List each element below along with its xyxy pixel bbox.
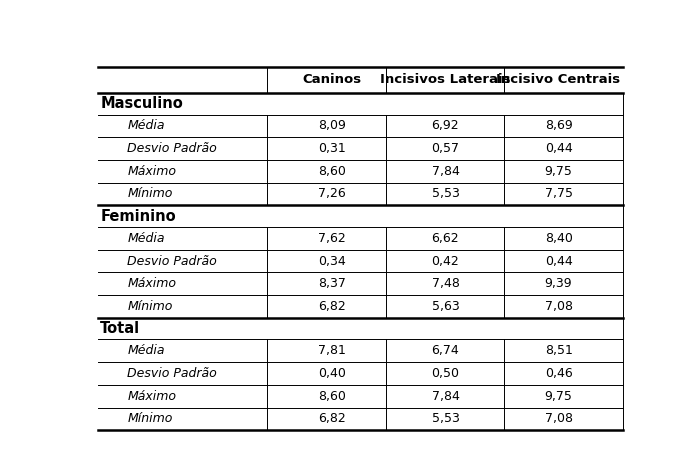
Text: 5,53: 5,53 <box>432 412 459 425</box>
Text: Mínimo: Mínimo <box>127 300 172 313</box>
Text: Total: Total <box>100 321 140 336</box>
Text: 6,74: 6,74 <box>432 344 459 357</box>
Text: 0,57: 0,57 <box>432 142 459 155</box>
Text: 0,50: 0,50 <box>432 367 459 380</box>
Text: 8,69: 8,69 <box>545 119 573 132</box>
Text: 5,53: 5,53 <box>432 188 459 200</box>
Text: Caninos: Caninos <box>302 73 361 87</box>
Text: 8,37: 8,37 <box>318 277 346 290</box>
Text: 7,75: 7,75 <box>545 188 573 200</box>
Text: 5,63: 5,63 <box>432 300 459 313</box>
Text: Máximo: Máximo <box>127 390 177 402</box>
Text: Máximo: Máximo <box>127 277 177 290</box>
Text: 0,42: 0,42 <box>432 255 459 268</box>
Text: 8,60: 8,60 <box>318 165 346 178</box>
Text: 0,34: 0,34 <box>318 255 346 268</box>
Text: 7,08: 7,08 <box>545 412 573 425</box>
Text: Desvio Padrão: Desvio Padrão <box>127 142 217 155</box>
Text: 0,40: 0,40 <box>318 367 346 380</box>
Text: 0,44: 0,44 <box>545 255 573 268</box>
Text: 7,84: 7,84 <box>432 165 459 178</box>
Text: Desvio Padrão: Desvio Padrão <box>127 255 217 268</box>
Text: Desvio Padrão: Desvio Padrão <box>127 367 217 380</box>
Text: Máximo: Máximo <box>127 165 177 178</box>
Text: 7,08: 7,08 <box>545 300 573 313</box>
Text: 8,09: 8,09 <box>318 119 346 132</box>
Text: 9,75: 9,75 <box>545 390 573 402</box>
Text: Feminino: Feminino <box>100 209 176 224</box>
Text: Incisivo Centrais: Incisivo Centrais <box>496 73 620 87</box>
Text: 0,44: 0,44 <box>545 142 573 155</box>
Text: 9,39: 9,39 <box>545 277 572 290</box>
Text: 6,92: 6,92 <box>432 119 459 132</box>
Text: Incisivos Laterais: Incisivos Laterais <box>379 73 510 87</box>
Text: 7,81: 7,81 <box>318 344 346 357</box>
Text: 6,82: 6,82 <box>318 412 346 425</box>
Text: Masculino: Masculino <box>100 96 183 111</box>
Text: 7,84: 7,84 <box>432 390 459 402</box>
Text: 0,31: 0,31 <box>318 142 346 155</box>
Text: 7,26: 7,26 <box>318 188 346 200</box>
Text: 6,62: 6,62 <box>432 232 459 245</box>
Text: 8,60: 8,60 <box>318 390 346 402</box>
Text: Mínimo: Mínimo <box>127 188 172 200</box>
Text: 8,51: 8,51 <box>545 344 573 357</box>
Text: 6,82: 6,82 <box>318 300 346 313</box>
Text: Média: Média <box>127 232 165 245</box>
Text: 7,62: 7,62 <box>318 232 346 245</box>
Text: Média: Média <box>127 344 165 357</box>
Text: 9,75: 9,75 <box>545 165 573 178</box>
Text: Mínimo: Mínimo <box>127 412 172 425</box>
Text: 0,46: 0,46 <box>545 367 573 380</box>
Text: Média: Média <box>127 119 165 132</box>
Text: 7,48: 7,48 <box>432 277 459 290</box>
Text: 8,40: 8,40 <box>545 232 573 245</box>
